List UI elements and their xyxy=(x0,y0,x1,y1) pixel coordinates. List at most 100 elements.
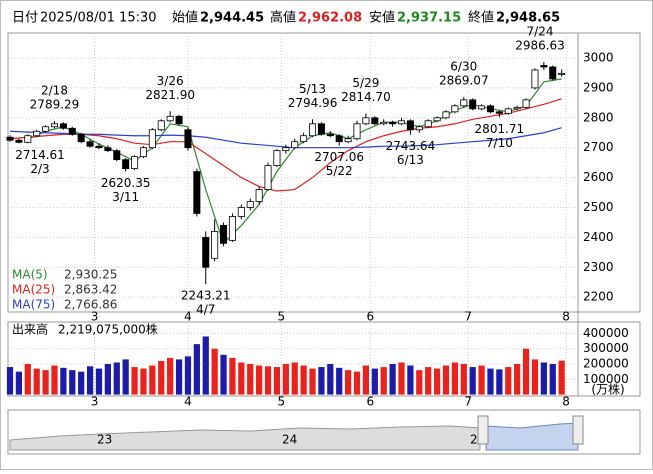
navigator-handle[interactable] xyxy=(572,415,584,445)
volume-bar xyxy=(140,368,147,395)
volume-bar xyxy=(309,368,316,395)
navigator-label: 24 xyxy=(282,433,297,447)
volume-bar xyxy=(167,357,174,395)
candle-body xyxy=(309,123,317,137)
datetime: 2025/08/01 15:30 xyxy=(40,11,157,26)
volume-tick-label: 100000 xyxy=(583,372,629,386)
volume-bar xyxy=(442,365,450,395)
volume-bar xyxy=(291,362,298,395)
navigator-label: 2 xyxy=(470,433,478,447)
annotation-date: 4/7 xyxy=(196,303,215,317)
volume-bar xyxy=(318,367,325,395)
candle-body xyxy=(33,130,41,137)
volume-bar xyxy=(496,369,503,395)
volume-tick-label: 200000 xyxy=(583,357,629,371)
candle-body xyxy=(504,108,512,114)
low-label: 安値 xyxy=(369,10,395,26)
candle-body xyxy=(24,135,32,143)
candle-body xyxy=(558,72,566,76)
candle-body xyxy=(193,171,201,214)
x-tick-label: 8 xyxy=(562,310,570,324)
open: 2,944.45 xyxy=(200,11,264,26)
volume-bar xyxy=(149,365,156,395)
candle-body xyxy=(522,99,530,108)
volume-bar xyxy=(282,364,289,395)
ma-legend-value: 2,863.42 xyxy=(64,283,117,297)
volume-bar xyxy=(531,359,539,395)
volume-tick-label: 300000 xyxy=(583,341,629,355)
navigator xyxy=(7,409,641,455)
volume-pane xyxy=(7,321,641,397)
volume-bar xyxy=(300,365,307,395)
candle-body xyxy=(362,117,370,125)
volume-bar xyxy=(69,370,76,395)
volume-bar xyxy=(514,364,521,395)
y-tick-label: 2200 xyxy=(583,290,614,304)
candle-body xyxy=(335,135,343,143)
x-tick-label: 8 xyxy=(562,395,570,409)
volume-bar xyxy=(24,364,31,395)
volume-bar xyxy=(122,359,129,395)
volume-bar xyxy=(6,367,14,395)
candle-body xyxy=(478,105,486,110)
candle-body xyxy=(228,216,236,241)
navigator-handle[interactable] xyxy=(477,415,489,445)
volume-bar xyxy=(336,367,343,395)
y-tick-label: 2500 xyxy=(583,200,614,214)
volume-bar xyxy=(158,360,165,395)
y-tick-label: 2900 xyxy=(583,80,614,94)
candle-body xyxy=(433,117,441,122)
candle-body xyxy=(380,121,388,125)
volume-bar xyxy=(175,359,183,395)
volume-bar xyxy=(469,367,476,395)
volume-bar xyxy=(505,367,512,395)
candle-body xyxy=(50,123,59,128)
annotation-value: 2620.35 xyxy=(101,176,151,190)
annotation-date: 6/13 xyxy=(397,153,424,167)
annotation-value: 2789.29 xyxy=(30,98,80,112)
volume-bar xyxy=(273,367,281,395)
annotation-value: 2801.71 xyxy=(475,122,525,136)
volume-bar xyxy=(95,368,103,395)
x-tick-label: 5 xyxy=(278,310,286,324)
candle-body xyxy=(246,201,254,208)
candle-body xyxy=(264,165,272,190)
y-tick-label: 3000 xyxy=(583,51,614,65)
volume-bar xyxy=(425,367,432,395)
header: 日付 2025/08/01 15:30 始値 2,944.45 高値 2,962… xyxy=(12,10,560,26)
volume-bar xyxy=(229,357,236,395)
candle-body xyxy=(157,120,165,131)
volume-bar xyxy=(327,364,334,395)
volume-bar xyxy=(247,364,254,395)
candle-body xyxy=(237,207,245,217)
date-label: 日付 xyxy=(12,11,38,26)
volume-bar xyxy=(113,362,120,395)
y-tick-label: 2800 xyxy=(583,110,614,124)
volume-bar xyxy=(184,356,192,395)
volume-bar xyxy=(540,362,547,395)
volume-bar xyxy=(416,370,423,395)
low: 2,937.15 xyxy=(397,11,461,26)
x-tick-label: 7 xyxy=(464,395,472,409)
candle-body xyxy=(68,127,76,135)
volume-bar xyxy=(60,367,67,395)
volume-bar xyxy=(202,336,209,395)
candle-body xyxy=(495,111,503,114)
candle-body xyxy=(549,66,557,80)
annotation-date: 5/13 xyxy=(299,82,326,96)
candle-body xyxy=(442,111,450,119)
candle-body xyxy=(317,123,325,135)
candle-body xyxy=(282,147,290,152)
volume-bar xyxy=(460,364,467,395)
annotation-value: 2869.07 xyxy=(439,74,489,88)
ma-legend-value: 2,930.25 xyxy=(64,268,117,282)
volume-bar xyxy=(104,364,111,395)
candle-body xyxy=(220,225,228,244)
candle-body xyxy=(371,117,379,125)
volume-bar xyxy=(478,365,485,395)
candle-body xyxy=(211,230,219,259)
annotation-date: 6/30 xyxy=(450,60,477,74)
annotation-value: 2714.61 xyxy=(15,148,65,162)
candle-body xyxy=(397,120,406,125)
volume-label-bg xyxy=(9,323,157,337)
